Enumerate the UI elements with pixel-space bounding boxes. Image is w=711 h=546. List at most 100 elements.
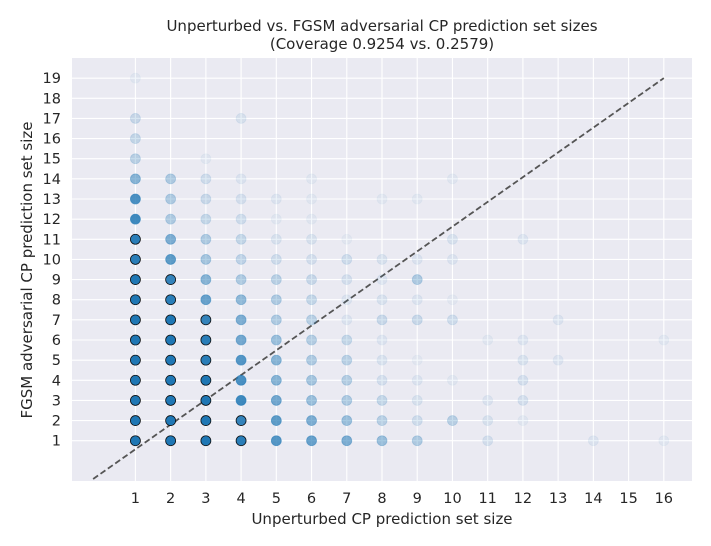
y-tick-label: 9 (52, 273, 61, 289)
data-point (200, 395, 212, 406)
data-point (306, 274, 317, 285)
data-point (270, 314, 282, 326)
x-tick-label: 7 (342, 491, 351, 507)
data-point (130, 153, 141, 165)
data-point (341, 294, 353, 306)
data-point (235, 415, 247, 426)
x-tick-label: 2 (166, 491, 175, 507)
data-point (130, 374, 141, 386)
data-point (411, 354, 423, 366)
data-point (130, 395, 141, 406)
x-tick-label: 12 (514, 491, 532, 507)
data-point (270, 213, 282, 225)
data-point (130, 213, 141, 225)
y-tick-label: 16 (43, 132, 61, 148)
data-point (165, 374, 177, 386)
data-point (482, 415, 494, 426)
data-point (447, 374, 458, 386)
data-point (165, 354, 177, 366)
data-point (482, 395, 494, 406)
data-point (306, 314, 317, 326)
data-point (376, 334, 388, 346)
data-point (306, 334, 317, 346)
data-point (552, 354, 564, 366)
x-tick-label: 10 (443, 491, 461, 507)
data-point (130, 294, 141, 306)
data-point (270, 435, 282, 447)
data-point (306, 395, 317, 406)
data-point (165, 435, 177, 447)
data-point (411, 274, 423, 285)
data-point (130, 314, 141, 326)
data-point (306, 233, 317, 245)
data-point (165, 395, 177, 406)
data-point (200, 274, 212, 285)
data-point (200, 254, 212, 265)
data-point (235, 354, 247, 366)
x-tick-label: 6 (307, 491, 316, 507)
data-point (130, 173, 141, 185)
y-tick-label: 1 (52, 434, 61, 450)
data-point (341, 274, 353, 285)
diagonal-line-group (92, 77, 665, 480)
grid-lines (72, 58, 692, 481)
data-point (200, 415, 212, 426)
data-point (341, 435, 353, 447)
y-tick-label: 13 (43, 192, 61, 208)
data-point (341, 254, 353, 265)
data-point (200, 354, 212, 366)
y-tick-label: 4 (52, 373, 61, 389)
data-point (411, 435, 423, 447)
data-point (306, 254, 317, 265)
data-point (447, 415, 458, 426)
data-point (376, 354, 388, 366)
data-point (482, 334, 494, 346)
data-point (130, 133, 141, 144)
x-tick-label: 3 (201, 491, 210, 507)
data-point (411, 374, 423, 386)
data-point (165, 213, 177, 225)
data-point (270, 294, 282, 306)
data-point (165, 233, 177, 245)
data-point (376, 314, 388, 326)
data-point (306, 415, 317, 426)
x-tick-label: 9 (413, 491, 422, 507)
data-point (552, 314, 564, 326)
data-point (235, 193, 247, 205)
data-point (306, 354, 317, 366)
diagonal-reference-line (92, 77, 665, 480)
data-point (235, 274, 247, 285)
y-tick-label: 18 (43, 91, 61, 107)
data-point (270, 374, 282, 386)
data-point (658, 435, 670, 447)
y-axis-label: FGSM adversarial CP prediction set size (18, 121, 36, 418)
data-point (200, 334, 212, 346)
data-point (376, 193, 388, 205)
data-point (235, 334, 247, 346)
data-point (270, 395, 282, 406)
y-tick-label: 14 (43, 172, 61, 188)
x-tick-label: 5 (272, 491, 281, 507)
data-point (200, 435, 212, 447)
data-point (658, 334, 670, 346)
chart-title: Unperturbed vs. FGSM adversarial CP pred… (166, 17, 597, 35)
data-point (235, 254, 247, 265)
x-tick-label: 14 (584, 491, 602, 507)
data-point (200, 374, 212, 386)
data-point (130, 233, 141, 245)
y-tick-label: 2 (52, 414, 61, 430)
data-point (235, 395, 247, 406)
data-point (517, 415, 529, 426)
y-tick-label: 8 (52, 293, 61, 309)
x-tick-label: 11 (478, 491, 496, 507)
data-point (130, 435, 141, 447)
data-point (270, 354, 282, 366)
data-point (130, 274, 141, 285)
data-point (130, 113, 141, 124)
data-point (200, 173, 212, 185)
y-tick-label: 5 (52, 353, 61, 369)
data-point (270, 254, 282, 265)
data-point (235, 213, 247, 225)
